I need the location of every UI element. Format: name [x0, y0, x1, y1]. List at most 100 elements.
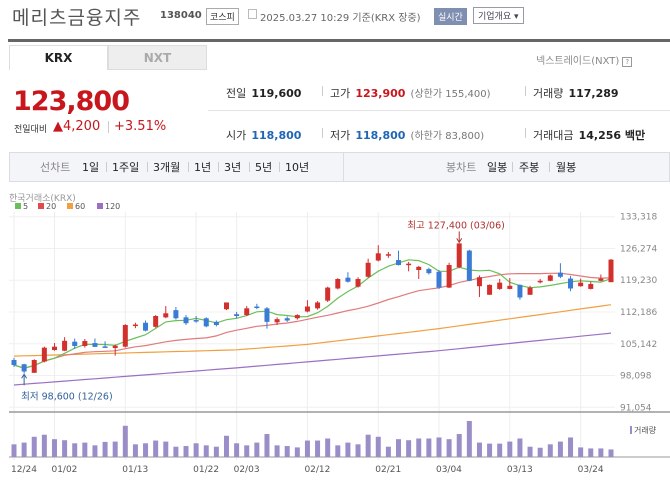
candle	[426, 267, 432, 275]
candle	[264, 306, 270, 329]
candle	[497, 279, 503, 290]
divider	[108, 121, 109, 133]
period-3m[interactable]: 3개월	[153, 161, 181, 174]
candle-body	[365, 262, 371, 277]
volume-bar	[62, 440, 68, 457]
stock-code: 138040	[160, 10, 202, 21]
divider	[525, 128, 526, 138]
candle-body	[396, 260, 402, 266]
legend-ma20: 20	[38, 202, 56, 211]
volume-bar	[294, 447, 300, 457]
volume-bar	[254, 442, 260, 457]
volume-bar	[517, 438, 523, 457]
tab-nxt[interactable]: NXT	[108, 45, 207, 70]
volume-bar	[375, 436, 381, 457]
divider	[147, 162, 148, 172]
volume-bar	[396, 439, 402, 457]
candle	[446, 262, 452, 289]
candle	[173, 306, 179, 320]
volume-bar	[598, 448, 604, 457]
high-value: 123,900	[355, 87, 406, 100]
candle	[335, 278, 341, 290]
volume-bar	[365, 434, 371, 457]
candle-body	[335, 279, 341, 289]
candle-body	[588, 283, 594, 289]
period-10y[interactable]: 10년	[285, 161, 310, 174]
ma120-line	[13, 332, 612, 386]
candle	[203, 317, 209, 328]
period-3y[interactable]: 3년	[224, 161, 242, 174]
volume-bar	[557, 441, 563, 457]
volume-bar	[153, 440, 159, 457]
candle	[244, 306, 250, 316]
candle-body	[446, 265, 452, 288]
company-overview-button[interactable]: 기업개요 ▾	[473, 7, 524, 24]
nxt-link-label[interactable]: 넥스트레이드(NXT)	[536, 56, 620, 67]
amount-label: 거래대금	[533, 129, 574, 142]
candle-weekly[interactable]: 주봉	[519, 161, 540, 174]
candle	[396, 250, 402, 266]
period-1w[interactable]: 1주일	[112, 161, 140, 174]
chart-toolbar	[9, 152, 670, 182]
candle-body	[203, 318, 209, 327]
current-price: 123,800	[13, 86, 130, 117]
candle-body	[608, 259, 614, 283]
nxt-link[interactable]: 넥스트레이드(NXT)?	[536, 52, 633, 67]
volume-bar	[588, 448, 594, 457]
volume-bar	[578, 447, 584, 457]
candle	[223, 302, 229, 311]
volume-bar	[568, 437, 574, 457]
legend-ma120: 120	[97, 202, 120, 211]
volume-bar	[102, 441, 108, 457]
realtime-badge[interactable]: 실시간	[434, 8, 467, 25]
day-low: 저가 118,800 (하한가 83,800)	[330, 124, 484, 143]
day-high: 고가 123,900 (상한가 155,400)	[330, 82, 490, 101]
high-annotation: 최고 127,400 (03/06)	[407, 220, 505, 231]
candle-daily[interactable]: 일봉	[487, 161, 508, 174]
volume-bar	[466, 421, 472, 457]
tab-krx[interactable]: KRX	[9, 45, 108, 70]
candle	[436, 269, 442, 289]
candle	[466, 249, 472, 282]
volume-bar	[122, 425, 128, 457]
volume-bar	[234, 443, 240, 457]
candle	[183, 315, 189, 326]
y-tick-label: 91,054	[620, 403, 652, 413]
x-tick-label: 02/03	[234, 465, 260, 475]
candle-body	[72, 341, 78, 346]
candle-body	[244, 308, 250, 316]
period-1d[interactable]: 1일	[82, 161, 100, 174]
candle	[102, 341, 108, 348]
candle-body	[274, 319, 280, 323]
volume-bar	[446, 439, 452, 457]
candle-body	[304, 306, 310, 312]
candle	[51, 343, 57, 351]
candle	[254, 303, 260, 310]
help-icon[interactable]: ?	[622, 57, 633, 67]
candle	[456, 243, 462, 269]
y-tick-label: 133,318	[620, 213, 657, 223]
candle-body	[183, 317, 189, 324]
candle	[487, 284, 493, 295]
exchange-label: 한국거래소(KRX)	[9, 194, 76, 204]
volume-bar	[274, 445, 280, 457]
candle	[537, 279, 543, 284]
candle	[294, 314, 300, 320]
volume-bar	[406, 440, 412, 457]
x-tick-label: 01/02	[51, 465, 77, 475]
amount-value: 14,256 백만	[578, 129, 646, 142]
candle-body	[112, 345, 118, 349]
volume-bar	[72, 443, 78, 457]
candle	[284, 316, 290, 322]
candle-monthly[interactable]: 월봉	[556, 161, 577, 174]
high-label: 고가	[330, 87, 351, 100]
change-value: ▲4,200	[53, 119, 101, 134]
candle	[547, 274, 553, 282]
open-label: 시가	[226, 129, 247, 142]
legend-ma5: 5	[15, 202, 28, 211]
volume-bar	[173, 446, 179, 457]
candle	[82, 338, 88, 348]
period-1y[interactable]: 1년	[194, 161, 212, 174]
period-5y[interactable]: 5년	[255, 161, 273, 174]
